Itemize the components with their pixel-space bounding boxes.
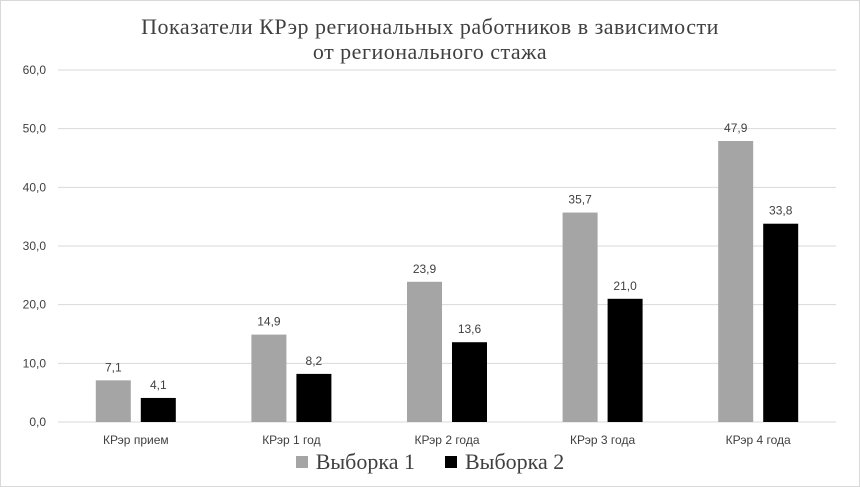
legend-item-series-1: Выборка 1	[295, 449, 415, 475]
bar	[140, 397, 176, 422]
bar	[95, 380, 131, 422]
x-tick-label: КРэр 3 года	[570, 433, 635, 447]
data-label: 4,1	[150, 378, 167, 392]
data-label: 33,8	[769, 204, 793, 218]
data-label: 8,2	[306, 354, 323, 368]
y-tick-label: 50,0	[23, 122, 47, 136]
y-tick-label: 60,0	[23, 63, 47, 77]
bar	[718, 140, 754, 422]
legend-label-series-1: Выборка 1	[315, 449, 415, 474]
legend: Выборка 1 Выборка 2	[0, 449, 860, 475]
bar	[763, 223, 799, 422]
x-tick-label: КРэр прием	[103, 433, 169, 447]
bar	[452, 342, 487, 422]
bar	[251, 334, 287, 422]
data-label: 21,0	[613, 279, 637, 293]
legend-swatch-series-2	[445, 456, 457, 468]
legend-item-series-2: Выборка 2	[445, 449, 564, 475]
bar	[607, 298, 643, 422]
y-tick-label: 10,0	[23, 356, 47, 370]
chart-title-line-1: Показатели КРэр региональных работников …	[141, 14, 719, 39]
chart-title-line-2: от регионального стажа	[312, 39, 548, 64]
x-tick-label: КРэр 4 года	[726, 433, 791, 447]
data-label: 7,1	[105, 360, 122, 374]
legend-label-series-2: Выборка 2	[465, 449, 565, 474]
bar	[407, 281, 442, 422]
x-tick-label: КРэр 1 год	[262, 433, 320, 447]
y-tick-label: 20,0	[23, 298, 47, 312]
y-tick-label: 0,0	[29, 415, 46, 429]
data-label: 14,9	[257, 315, 281, 329]
legend-swatch-series-1	[295, 456, 308, 468]
data-label: 23,9	[413, 262, 437, 276]
data-label: 35,7	[568, 193, 592, 207]
y-tick-label: 40,0	[23, 180, 47, 194]
bar	[562, 212, 598, 422]
y-tick-label: 30,0	[23, 239, 47, 253]
bar	[296, 373, 332, 422]
x-tick-label: КРэр 2 года	[414, 433, 479, 447]
data-label: 47,9	[724, 121, 748, 135]
chart-title: Показатели КРэр региональных работников …	[0, 14, 860, 64]
data-label: 13,6	[458, 322, 482, 336]
